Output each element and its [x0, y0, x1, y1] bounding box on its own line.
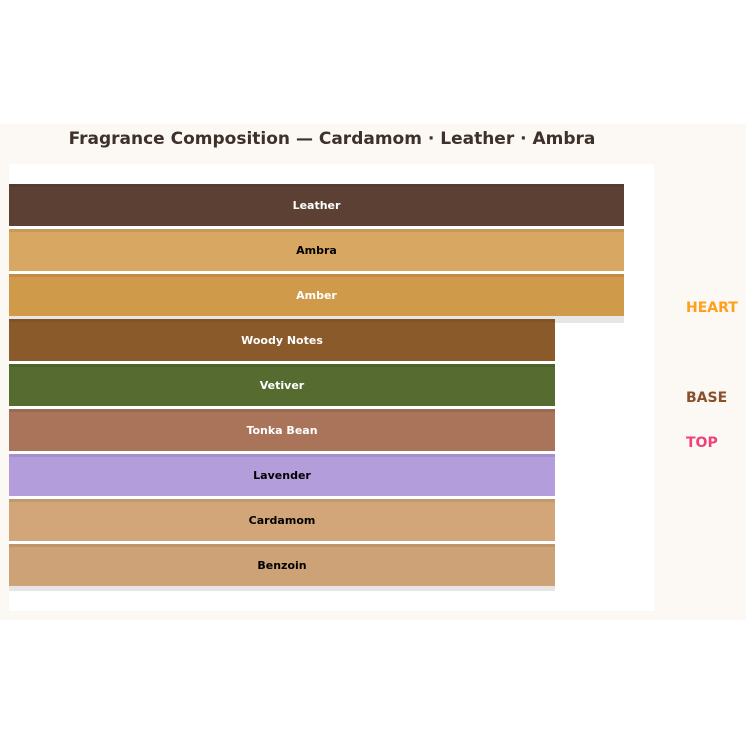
- tier-label-top: TOP: [686, 435, 718, 451]
- layer-bar-ambra: Ambra: [9, 229, 624, 271]
- tier-label-heart: HEART: [686, 300, 738, 316]
- layer-label: Woody Notes: [241, 333, 323, 347]
- layer-label: Benzoin: [257, 558, 307, 572]
- tier-label-base: BASE: [686, 390, 728, 406]
- layer-label: Vetiver: [259, 378, 305, 392]
- narrow-group-shadow: [9, 584, 555, 591]
- layer-bar-woody-notes: Woody Notes: [9, 319, 555, 361]
- layer-bar-leather: Leather: [9, 184, 624, 226]
- layer-bar-tonka-bean: Tonka Bean: [9, 409, 555, 451]
- layer-bar-vetiver: Vetiver: [9, 364, 555, 406]
- layer-bar-lavender: Lavender: [9, 454, 555, 496]
- layer-label: Amber: [296, 288, 337, 302]
- layer-bar-amber: Amber: [9, 274, 624, 316]
- layer-label: Cardamom: [248, 513, 316, 527]
- layer-label: Lavender: [253, 468, 311, 482]
- layer-label: Tonka Bean: [246, 423, 318, 437]
- layer-bar-cardamom: Cardamom: [9, 499, 555, 541]
- layer-label: Ambra: [296, 243, 337, 257]
- layer-bar-benzoin: Benzoin: [9, 544, 555, 586]
- layer-label: Leather: [292, 198, 341, 212]
- chart-title: Fragrance Composition — Cardamom · Leath…: [68, 129, 596, 149]
